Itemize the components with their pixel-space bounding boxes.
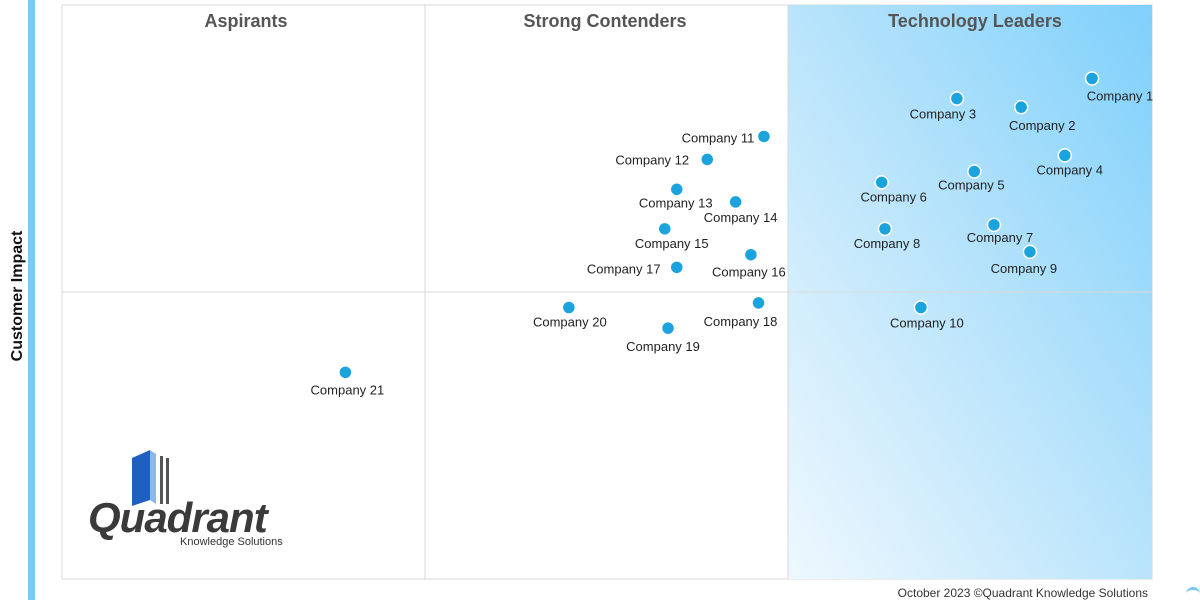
company-label: Company 14: [704, 210, 778, 225]
quadrant-label: Aspirants: [204, 11, 287, 31]
company-label: Company 8: [854, 236, 920, 251]
company-point: [751, 295, 766, 311]
company-label: Company 4: [1037, 162, 1103, 177]
company-point: [660, 320, 676, 336]
company-label: Company 19: [626, 339, 700, 354]
company-point: [967, 164, 982, 179]
company-label: Company 7: [967, 230, 1033, 245]
company-point: [700, 152, 715, 167]
company-label: Company 6: [860, 189, 926, 204]
logo-wordmark: Quadrant: [88, 494, 268, 541]
company-label: Company 16: [712, 265, 786, 280]
company-point: [877, 221, 893, 237]
company-point: [1022, 244, 1038, 260]
company-label: Company 21: [311, 382, 385, 397]
company-label: Company 11: [682, 130, 755, 145]
company-label: Company 5: [938, 177, 1004, 192]
company-label: Company 1: [1087, 88, 1153, 103]
company-label: Company 9: [991, 261, 1057, 276]
company-point: [657, 221, 673, 237]
company-point: [669, 182, 685, 197]
company-point: [338, 365, 353, 380]
company-point: [1084, 71, 1100, 86]
company-label: Company 15: [635, 236, 709, 251]
quadrant-label: Technology Leaders: [888, 11, 1062, 31]
left-accent-bar: [28, 0, 35, 600]
company-label: Company 2: [1009, 118, 1075, 133]
company-point: [874, 175, 889, 190]
company-label: Company 12: [615, 152, 689, 167]
company-label: Company 13: [639, 195, 713, 210]
quadrant-label: Strong Contenders: [523, 11, 686, 31]
company-label: Company 18: [704, 314, 778, 329]
company-label: Company 3: [910, 107, 976, 122]
company-point: [1057, 148, 1073, 163]
corner-decoration: [1186, 587, 1200, 600]
copyright-footer: October 2023 ©Quadrant Knowledge Solutio…: [897, 586, 1148, 600]
company-point: [986, 217, 1002, 233]
company-point: [728, 194, 743, 210]
company-point: [743, 247, 759, 262]
company-point: [949, 91, 965, 106]
company-label: Company 17: [587, 261, 661, 276]
company-point: [669, 260, 685, 275]
logo-subtitle: Knowledge Solutions: [180, 536, 283, 548]
company-label: Company 10: [890, 315, 964, 330]
company-label: Company 20: [533, 314, 607, 329]
company-point: [561, 300, 577, 315]
quadrant-logo: Quadrant Knowledge Solutions: [88, 448, 308, 558]
company-point: [1013, 99, 1029, 115]
company-point: [756, 129, 772, 144]
company-point: [913, 300, 929, 315]
book-icon: [132, 450, 169, 506]
